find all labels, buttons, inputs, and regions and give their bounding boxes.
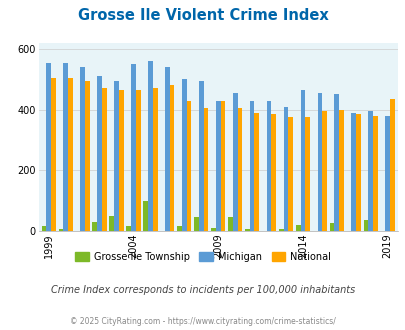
Legend: Grosse Ile Township, Michigan, National: Grosse Ile Township, Michigan, National: [71, 248, 334, 266]
Bar: [119, 90, 124, 231]
Bar: [266, 101, 271, 231]
Bar: [148, 61, 152, 231]
Bar: [186, 101, 191, 231]
Bar: [46, 63, 51, 231]
Bar: [355, 114, 360, 231]
Bar: [68, 78, 72, 231]
Bar: [114, 81, 119, 231]
Bar: [203, 108, 208, 231]
Bar: [181, 79, 186, 231]
Bar: [384, 116, 389, 231]
Bar: [283, 107, 288, 231]
Bar: [339, 110, 343, 231]
Bar: [288, 117, 292, 231]
Bar: [85, 81, 90, 231]
Bar: [367, 111, 372, 231]
Bar: [63, 63, 68, 231]
Bar: [136, 90, 140, 231]
Bar: [131, 64, 136, 231]
Bar: [305, 117, 309, 231]
Bar: [80, 67, 85, 231]
Bar: [244, 229, 249, 231]
Bar: [317, 93, 322, 231]
Bar: [126, 226, 131, 231]
Bar: [228, 217, 232, 231]
Bar: [109, 216, 114, 231]
Bar: [278, 229, 283, 231]
Bar: [329, 223, 334, 231]
Bar: [334, 94, 339, 231]
Bar: [152, 88, 157, 231]
Bar: [351, 113, 355, 231]
Text: © 2025 CityRating.com - https://www.cityrating.com/crime-statistics/: © 2025 CityRating.com - https://www.city…: [70, 317, 335, 326]
Bar: [58, 229, 63, 231]
Bar: [389, 99, 394, 231]
Text: Grosse Ile Violent Crime Index: Grosse Ile Violent Crime Index: [77, 8, 328, 23]
Bar: [198, 81, 203, 231]
Bar: [211, 228, 215, 231]
Bar: [169, 85, 174, 231]
Bar: [215, 101, 220, 231]
Text: Crime Index corresponds to incidents per 100,000 inhabitants: Crime Index corresponds to incidents per…: [51, 285, 354, 295]
Bar: [232, 93, 237, 231]
Bar: [143, 201, 148, 231]
Bar: [102, 88, 107, 231]
Bar: [372, 116, 377, 231]
Bar: [220, 101, 225, 231]
Bar: [322, 111, 326, 231]
Bar: [92, 222, 97, 231]
Bar: [194, 217, 198, 231]
Bar: [254, 113, 259, 231]
Bar: [177, 226, 181, 231]
Bar: [363, 220, 367, 231]
Bar: [42, 225, 46, 231]
Bar: [300, 90, 305, 231]
Bar: [249, 101, 254, 231]
Bar: [271, 114, 275, 231]
Bar: [164, 67, 169, 231]
Bar: [237, 108, 242, 231]
Bar: [51, 78, 56, 231]
Bar: [97, 76, 102, 231]
Bar: [295, 225, 300, 231]
